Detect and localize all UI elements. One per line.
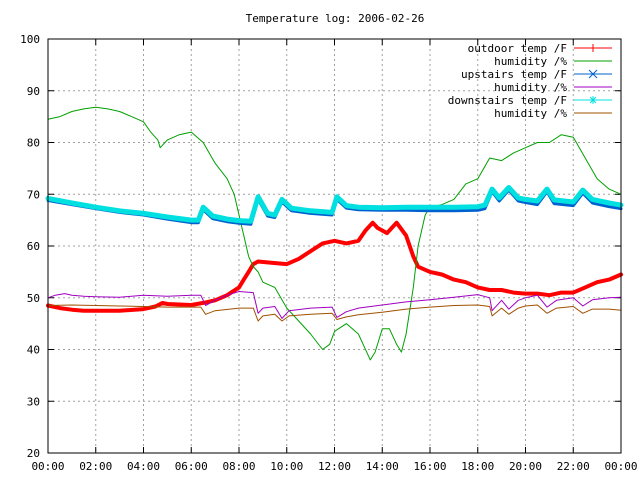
grid-lines — [48, 39, 621, 453]
legend-marker — [589, 44, 597, 52]
series-line-4 — [47, 291, 622, 319]
axis-ticks: 00:00 02:00 04:00 06:00 08:00 10:00 12:00 14:00… — [20, 33, 637, 473]
y-tick-label: 50 — [27, 292, 40, 305]
legend-label: humidity /% — [494, 107, 567, 120]
y-tick-label: 30 — [27, 395, 40, 408]
x-tick-label: 14:00 — [366, 460, 399, 473]
x-tick-label: 04:00 — [127, 460, 160, 473]
legend-label: humidity /% — [494, 55, 567, 68]
series-line-5 — [45, 185, 624, 224]
y-tick-label: 20 — [27, 447, 40, 460]
data-series — [45, 106, 624, 361]
legend-label: outdoor temp /F — [468, 42, 567, 55]
y-tick-label: 100 — [20, 33, 40, 46]
series-line-1 — [46, 220, 623, 313]
x-tick-label: 02:00 — [79, 460, 112, 473]
x-tick-label: 22:00 — [557, 460, 590, 473]
x-tick-label: 20:00 — [509, 460, 542, 473]
series-line-6 — [47, 304, 622, 322]
legend-label: downstairs temp /F — [448, 94, 567, 107]
x-tick-label: 16:00 — [413, 460, 446, 473]
x-tick-label: 18:00 — [461, 460, 494, 473]
legend-label: upstairs temp /F — [461, 68, 567, 81]
x-tick-label: 10:00 — [270, 460, 303, 473]
x-tick-label: 06:00 — [175, 460, 208, 473]
y-tick-label: 80 — [27, 137, 40, 150]
legend-label: humidity /% — [494, 81, 567, 94]
legend-marker — [589, 96, 597, 104]
y-tick-label: 40 — [27, 344, 40, 357]
y-tick-label: 70 — [27, 188, 40, 201]
series-line-2 — [47, 106, 622, 361]
x-tick-label: 00:00 — [604, 460, 637, 473]
chart-title: Temperature log: 2006-02-26 — [246, 12, 425, 25]
x-tick-label: 08:00 — [222, 460, 255, 473]
legend-marker — [588, 69, 598, 79]
plot-frame — [47, 38, 622, 454]
x-tick-label: 00:00 — [31, 460, 64, 473]
y-tick-label: 60 — [27, 240, 40, 253]
y-tick-label: 90 — [27, 85, 40, 98]
x-tick-label: 12:00 — [318, 460, 351, 473]
